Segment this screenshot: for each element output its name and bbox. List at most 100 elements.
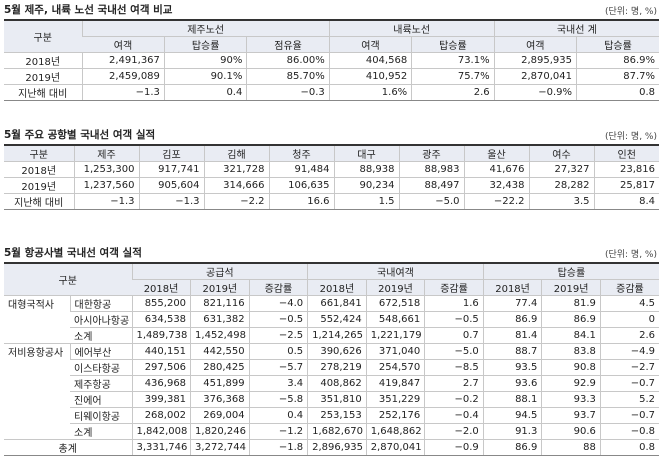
column-header: 인천 (593, 144, 659, 162)
cell: 436,968 (131, 375, 191, 392)
cell: −0.7 (599, 407, 659, 424)
cell: 83.8 (541, 343, 601, 360)
cell: 0.8 (576, 84, 659, 101)
header-row: 구분 제주노선 내륙노선 국내선 계 (4, 19, 659, 53)
data-row: 2018년 1,253,300 917,741 321,728 91,484 88,938… (4, 161, 659, 178)
cell: 2.6 (599, 327, 659, 344)
cell: 91,484 (268, 161, 334, 178)
section-title: 5월 주요 공항별 국내선 여객 실적 (단위: 명, %) (4, 128, 659, 142)
unit-note: (단위: 명, %) (604, 7, 657, 17)
cell: 408,862 (307, 375, 367, 392)
data-row: 지난해 대비 −1.3 −1.3 −2.2 16.6 1.5 −5.0 −22.2 3.5 8.4 (4, 193, 659, 210)
data-row: 티웨이항공 268,002 269,004 0.4 253,153 252,176 −0.4… (4, 407, 659, 424)
data-row: 2019년 2,459,089 90.1% 85.70% 410,952 75.7% 2,8… (4, 68, 659, 85)
cell: 1,842,008 (131, 423, 191, 440)
cell: 1.6 (424, 295, 484, 312)
cell: 88,497 (398, 177, 464, 194)
data-row: 진에어 399,381 376,368 −5.8 351,810 351,229 −0.2 8… (4, 391, 659, 408)
title-text: 5월 제주, 내륙 노선 국내선 여객 비교 (4, 4, 173, 16)
cell: 548,661 (365, 311, 425, 328)
cell: 268,002 (131, 407, 191, 424)
corner-cell: 구분 (4, 144, 74, 162)
sub-header: 여객 (493, 36, 577, 53)
title-text: 5월 주요 공항별 국내선 여객 실적 (4, 129, 156, 141)
cell: −0.7 (599, 375, 659, 392)
cell: −0.8 (599, 423, 659, 440)
row-label: 2019년 (4, 177, 74, 194)
cell: 93.3 (541, 391, 601, 408)
title-text: 5월 항공사별 국내선 여객 실적 (4, 247, 142, 259)
row-label: 총계 (4, 439, 132, 456)
sub-header: 2019년 (190, 279, 250, 296)
cell: −1.8 (248, 439, 308, 456)
cell: −0.2 (424, 391, 484, 408)
table-head: 구분 공급석 국내여객 탑승률 2018년 2019년 증감률 2018년 2019년 증감률 20… (4, 262, 659, 296)
row-label: 이스타항공 (70, 359, 132, 376)
sub-header: 여객 (82, 36, 165, 53)
cell: 1,452,498 (190, 327, 250, 344)
cell: 92.9 (541, 375, 601, 392)
table-block: 5월 제주, 내륙 노선 국내선 여객 비교 (단위: 명, %) 구분 제주노선 내륙… (4, 3, 659, 101)
cell: 86.9% (576, 52, 659, 69)
cell: 0 (599, 311, 659, 328)
cell: 351,229 (365, 391, 425, 408)
cell: −8.5 (424, 359, 484, 376)
cell: 85.70% (246, 68, 330, 85)
cell: −0.3 (246, 84, 330, 101)
cell: 1,253,300 (73, 161, 139, 178)
cell: 41,676 (463, 161, 529, 178)
total-row: 총계 3,331,746 3,272,744 −1.8 2,896,935 2,870,0… (4, 439, 659, 456)
cell: 77.4 (482, 295, 542, 312)
cell: 1.6% (328, 84, 412, 101)
cell: −5.0 (424, 343, 484, 360)
cell: 390,626 (307, 343, 367, 360)
cell: 821,116 (190, 295, 250, 312)
cell: 3.4 (248, 375, 308, 392)
cell: 1,682,670 (307, 423, 367, 440)
sub-header: 여객 (328, 36, 412, 53)
sub-header: 2018년 (132, 279, 191, 296)
row-label: 티웨이항공 (70, 407, 132, 424)
sub-header: 탑승률 (576, 36, 659, 53)
section-title: 5월 항공사별 국내선 여객 실적 (단위: 명, %) (4, 246, 659, 260)
column-header: 광주 (398, 144, 464, 162)
cell: 399,381 (131, 391, 191, 408)
unit-note: (단위: 명, %) (604, 132, 657, 142)
cell: 905,604 (138, 177, 204, 194)
sub-header: 2018년 (482, 279, 542, 296)
data-row: 2018년 2,491,367 90% 86.00% 404,568 73.1% 2,895… (4, 52, 659, 69)
cell: −4.9 (599, 343, 659, 360)
group-header: 공급석 (131, 262, 308, 280)
cell: −1.3 (138, 193, 204, 210)
group-header: 제주노선 (81, 19, 330, 37)
cell: 410,952 (328, 68, 412, 85)
cell: 404,568 (328, 52, 412, 69)
cell: 552,424 (307, 311, 367, 328)
column-header: 여수 (528, 144, 594, 162)
row-label: 2019년 (4, 68, 82, 85)
cell: 28,282 (528, 177, 594, 194)
cell: 1,237,560 (73, 177, 139, 194)
cell: 2,459,089 (81, 68, 165, 85)
cell: 94.5 (482, 407, 542, 424)
sub-header: 탑승률 (411, 36, 495, 53)
cell: 0.5 (248, 343, 308, 360)
column-header: 울산 (463, 144, 529, 162)
cell: 1,648,862 (365, 423, 425, 440)
cell: 90,234 (333, 177, 399, 194)
cell: 81.9 (541, 295, 601, 312)
cell: 1,820,246 (190, 423, 250, 440)
cell: 0.8 (599, 439, 659, 456)
cell: 5.2 (599, 391, 659, 408)
sub-header: 점유율 (246, 36, 330, 53)
row-label: 소계 (70, 423, 132, 440)
row-label: 2018년 (4, 52, 82, 69)
cell: 314,666 (203, 177, 269, 194)
cell: 84.1 (541, 327, 601, 344)
cell: 297,506 (131, 359, 191, 376)
cell: 93.7 (541, 407, 601, 424)
group-header: 국내여객 (307, 262, 484, 280)
sub-header: 탑승률 (163, 36, 247, 53)
cell: 2.6 (411, 84, 495, 101)
data-row: 대형국적사 대한항공 855,200 821,116 −4.0 661,841 672,51… (4, 295, 659, 344)
